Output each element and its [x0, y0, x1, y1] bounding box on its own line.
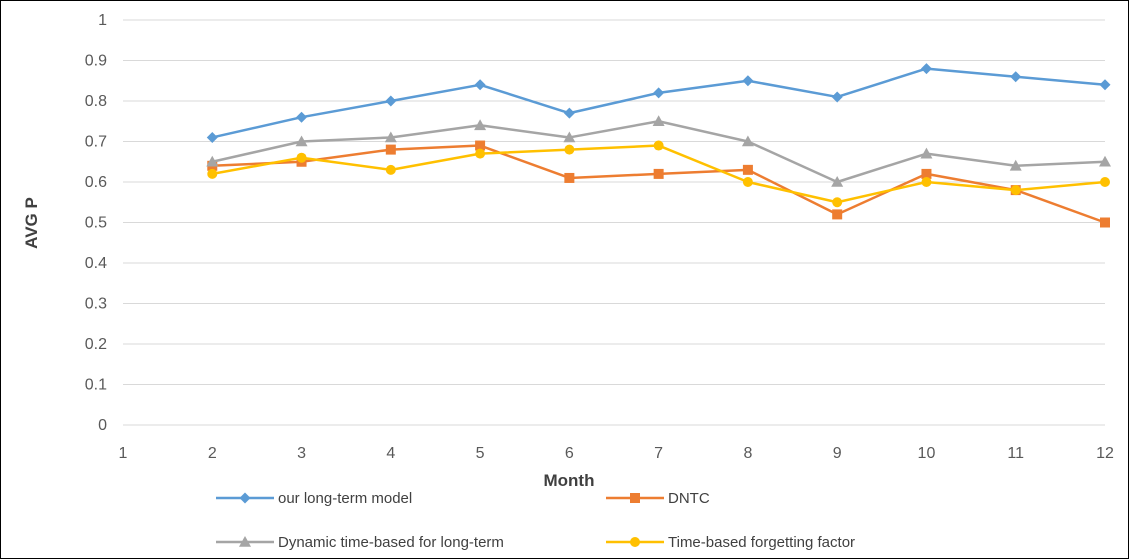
x-tick-label: 3: [297, 445, 306, 462]
y-tick-label: 0.7: [85, 134, 107, 151]
series-line: [211, 67, 1106, 139]
legend-label: DNTC: [668, 490, 710, 507]
data-point-circle: [630, 537, 640, 547]
data-point-diamond: [296, 111, 308, 123]
data-point-diamond: [385, 95, 397, 107]
data-point-circle: [921, 177, 932, 187]
y-tick-label: 0.5: [85, 215, 107, 232]
legend-item: DNTC: [606, 490, 710, 507]
x-tick-label: 5: [476, 445, 485, 462]
series-group: [207, 140, 1110, 228]
series-line: [212, 144, 1106, 224]
data-point-triangle: [1099, 155, 1111, 167]
data-point-triangle: [239, 536, 251, 547]
data-point-triangle: [563, 131, 576, 143]
data-point-triangle: [831, 176, 844, 187]
data-point-circle: [832, 197, 843, 208]
x-tick-label: 12: [1096, 445, 1114, 462]
data-point-circle: [1100, 177, 1110, 187]
data-point-square: [630, 493, 640, 503]
data-point-triangle: [295, 135, 308, 147]
series-group: [206, 115, 1111, 187]
data-point-triangle: [384, 131, 397, 143]
y-axis-title: AVG P: [22, 197, 41, 249]
x-tick-label: 1: [119, 445, 128, 462]
data-point-circle: [653, 140, 664, 151]
data-point-circle: [1010, 185, 1021, 196]
data-point-triangle: [206, 155, 219, 167]
x-tick-label: 4: [386, 445, 395, 462]
data-point-diamond: [920, 63, 932, 75]
y-tick-label: 1: [98, 12, 107, 29]
data-point-diamond: [653, 87, 665, 99]
x-tick-label: 10: [918, 445, 936, 462]
data-point-circle: [207, 168, 218, 179]
data-point-diamond: [1010, 71, 1022, 83]
x-tick-label: 6: [565, 445, 574, 462]
y-tick-label: 0.9: [85, 53, 107, 70]
legend-item: our long-term model: [216, 490, 412, 507]
y-tick-label: 0.1: [85, 377, 107, 394]
data-point-square: [385, 144, 396, 155]
data-point-circle: [742, 177, 753, 187]
data-point-diamond: [831, 91, 843, 103]
data-point-diamond: [742, 75, 754, 87]
y-tick-label: 0.8: [85, 93, 107, 110]
data-point-square: [1100, 217, 1110, 228]
gridlines: [123, 19, 1105, 426]
data-point-square: [742, 164, 753, 175]
data-point-square: [653, 168, 664, 179]
series-group: [206, 63, 1111, 143]
data-point-square: [564, 172, 575, 183]
legend: our long-term model DNTC Dynamic time-base…: [216, 490, 855, 551]
x-tick-label: 11: [1007, 445, 1024, 462]
legend-label: Dynamic time-based for long-term: [278, 534, 504, 551]
y-tick-label: 0.3: [85, 296, 107, 313]
legend-label: our long-term model: [278, 490, 412, 507]
data-point-circle: [475, 148, 486, 159]
x-axis-title: Month: [544, 471, 595, 490]
data-point-triangle: [1009, 159, 1022, 171]
data-point-circle: [385, 164, 396, 175]
x-tick-label: 2: [208, 445, 217, 462]
data-point-square: [832, 209, 843, 220]
data-point-circle: [564, 144, 575, 155]
x-tick-label: 8: [743, 445, 752, 462]
legend-item: Dynamic time-based for long-term: [216, 534, 504, 551]
data-point-diamond: [206, 131, 218, 143]
axes: 00.10.20.30.40.50.60.70.80.911 2 3 4 5 6 7 8 9 10…: [85, 12, 1114, 462]
data-point-diamond: [1099, 79, 1111, 91]
data-point-diamond: [563, 107, 575, 119]
data-point-circle: [296, 152, 307, 163]
data-point-square: [475, 140, 486, 151]
data-point-diamond: [239, 492, 251, 504]
legend-item: Time-based forgetting factor: [606, 534, 855, 551]
data-point-triangle: [920, 147, 933, 159]
legend-label: Time-based forgetting factor: [668, 534, 855, 551]
data-point-triangle: [652, 115, 665, 127]
data-point-diamond: [474, 79, 486, 91]
y-tick-label: 0: [98, 417, 107, 434]
x-tick-label: 7: [654, 445, 663, 462]
y-tick-label: 0.6: [85, 174, 107, 191]
x-tick-label: 9: [833, 445, 842, 462]
data-point-triangle: [741, 135, 754, 147]
data-point-triangle: [474, 119, 487, 131]
series-group: [206, 63, 1111, 228]
y-tick-label: 0.2: [85, 336, 107, 353]
data-point-square: [921, 168, 932, 179]
y-tick-label: 0.4: [85, 255, 107, 272]
series-group: [207, 140, 1110, 208]
